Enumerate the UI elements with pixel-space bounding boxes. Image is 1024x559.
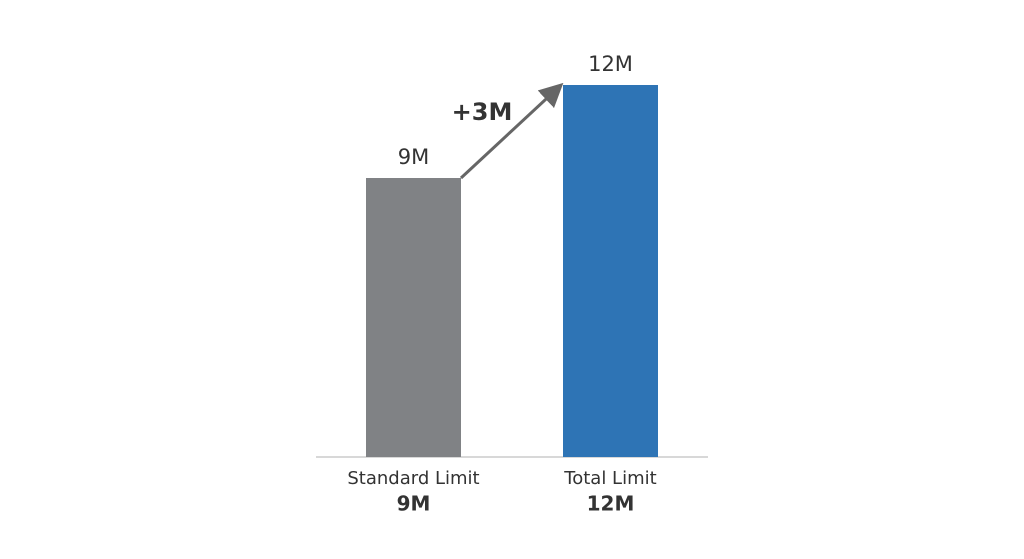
arrow	[459, 82, 564, 180]
value-label: 9M	[398, 145, 429, 169]
category-value: 9M	[397, 492, 431, 516]
x-tick-label: Standard Limit	[347, 468, 479, 489]
bar	[563, 85, 658, 457]
category-value: 12M	[587, 492, 635, 516]
x-tick-label: Total Limit	[563, 468, 656, 489]
value-label: 12M	[588, 52, 633, 76]
annotation: +3M	[452, 98, 513, 126]
bar	[366, 178, 461, 457]
